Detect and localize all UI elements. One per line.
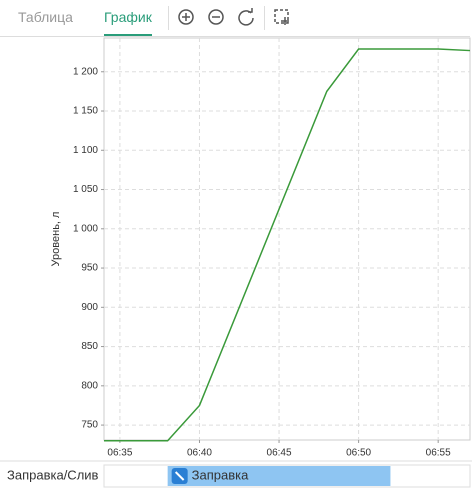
y-tick-label: 750 <box>81 420 98 431</box>
select-area-icon[interactable] <box>273 8 291 26</box>
y-tick-label: 900 <box>81 302 98 313</box>
event-icon-glyph <box>174 471 185 481</box>
x-tick-label: 06:40 <box>187 448 212 459</box>
tab-active[interactable]: График <box>104 9 152 25</box>
tab-underline <box>104 34 152 36</box>
x-tick-label: 06:50 <box>346 448 371 459</box>
y-tick-label: 1 100 <box>73 145 98 156</box>
y-tick-label: 1 050 <box>73 184 98 195</box>
separator <box>168 6 169 30</box>
tab[interactable]: Таблица <box>18 9 73 25</box>
plot-frame <box>103 37 471 441</box>
y-tick-label: 850 <box>81 341 98 352</box>
tab-bar: Таблица График <box>0 0 470 37</box>
zoom-out-icon[interactable] <box>207 8 225 26</box>
y-axis-label: Уровень, л <box>50 212 62 267</box>
y-tick-label: 1 150 <box>73 106 98 117</box>
line <box>104 48 471 442</box>
events-frame <box>103 464 471 488</box>
y-tick-label: 1 200 <box>73 66 98 77</box>
event-label: Заправка <box>192 467 249 482</box>
event-bar <box>167 466 391 486</box>
separator <box>264 6 265 30</box>
y-tick-label: 800 <box>81 380 98 391</box>
x-tick-label: 06:45 <box>267 448 292 459</box>
zoom-in-icon[interactable] <box>177 8 195 26</box>
reset-icon[interactable] <box>237 8 255 26</box>
y-tick-label: 950 <box>81 263 98 274</box>
row-label: Заправка/Слив <box>7 467 99 482</box>
y-tick-label: 1 000 <box>73 223 98 234</box>
x-tick-label: 06:35 <box>107 448 132 459</box>
x-tick-label: 06:55 <box>426 448 451 459</box>
